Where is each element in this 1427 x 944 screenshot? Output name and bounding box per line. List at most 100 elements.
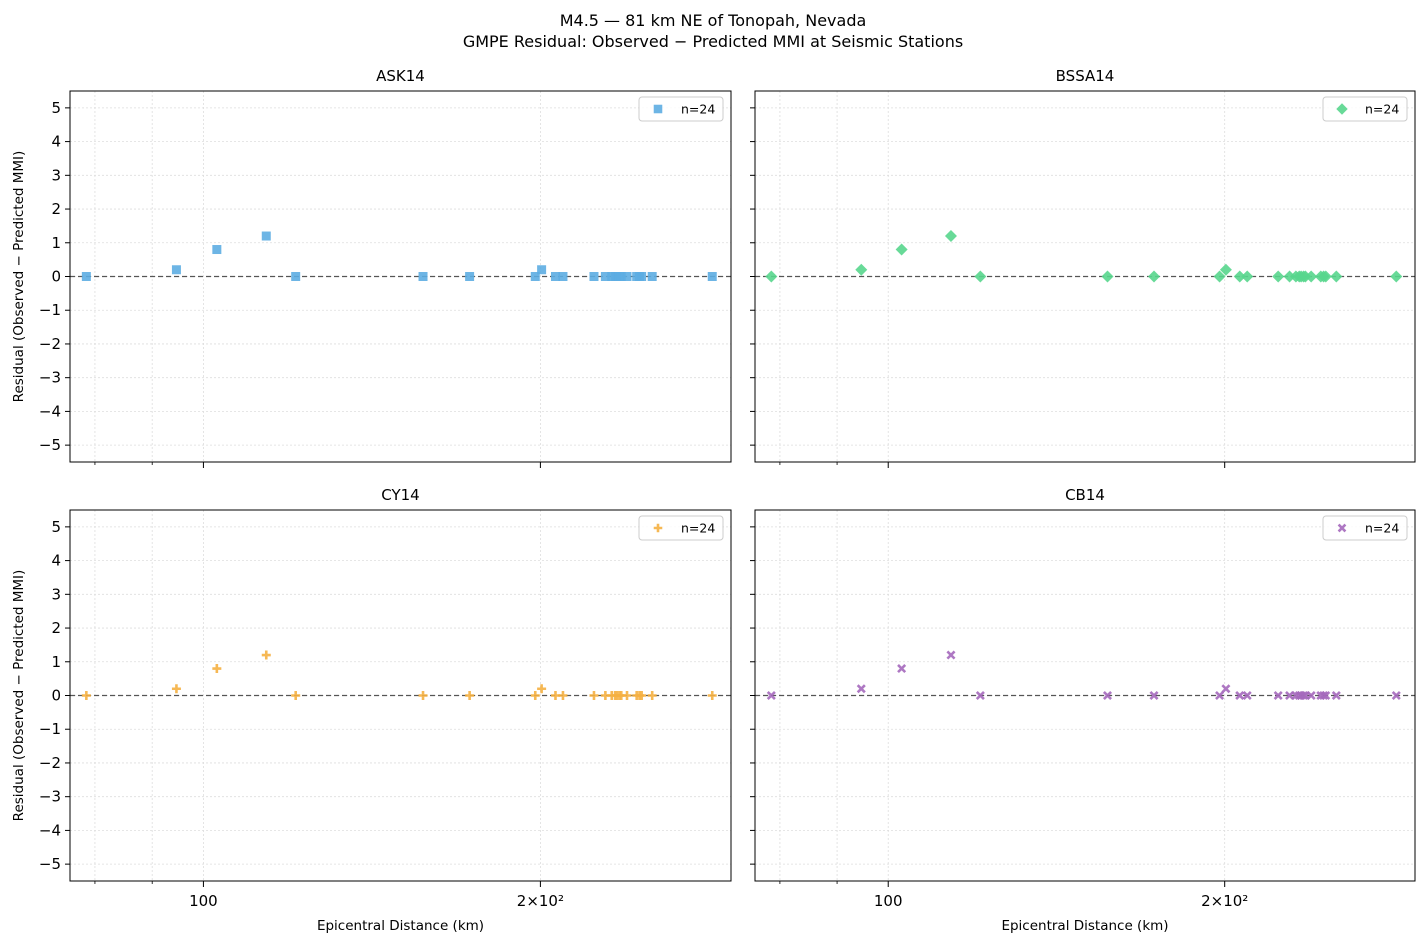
data-point [1305,270,1318,283]
y-tick-label: 5 [51,518,61,536]
data-point [291,691,301,700]
data-point [622,691,632,700]
data-point [1233,270,1246,283]
data-point [1235,690,1245,701]
y-tick-label: −5 [39,855,61,873]
data-point [765,270,778,283]
data-point [637,272,647,281]
y-tick-label: 0 [51,268,61,286]
y-tick-label: −4 [39,821,61,839]
y-tick-label: −4 [39,402,61,420]
data-point [171,684,181,694]
legend-marker [1336,103,1348,115]
data-point [1221,684,1231,694]
panel-title: ASK14 [376,67,425,85]
data-point [637,691,647,700]
legend: n=24 [1322,515,1408,541]
y-tick-label: −5 [39,436,61,454]
y-tick-label: −1 [39,301,61,319]
y-tick-label: 5 [51,99,61,117]
data-point [944,230,957,243]
data-point [1331,690,1341,701]
data-point [212,664,222,674]
y-tick-label: −3 [39,788,61,806]
data-point [1283,270,1296,283]
data-point [1391,690,1401,701]
legend-marker [1337,523,1347,533]
data-point [975,690,985,701]
legend-box [1322,515,1408,541]
y-tick-label: 2 [51,200,61,218]
x-tick-label: 100 [874,892,903,910]
data-point [1319,270,1332,283]
y-tick-label: −2 [39,335,61,353]
data-point [465,691,475,700]
panels: −5 −4 −3 −2 −1 0 1 2 3 4 5 ASK14 Residual (Observed … [11,67,1416,934]
x-axis-label: Epicentral Distance (km) [1001,918,1168,934]
data-point [530,272,540,281]
figure-title-line2: GMPE Residual: Observed − Predicted MMI … [463,32,963,51]
panel-cy14: −5 −4 −3 −2 −1 0 1 2 3 4 5 100 2×10² CY14 Residual (Ob… [11,486,732,934]
data-point [856,684,866,694]
y-tick-label: 4 [51,552,61,570]
data-point [530,691,540,700]
y-tick-label: 1 [51,653,61,671]
data-point [537,265,547,275]
axes-frame [69,90,732,463]
data-point [291,272,301,281]
data-point [418,691,428,700]
data-point [1102,690,1113,701]
legend-label: n=24 [681,521,715,536]
y-tick-label: 3 [51,166,61,184]
data-point [171,265,181,275]
x-tick-label: 2×10² [1201,892,1248,910]
data-point [647,272,657,281]
data-point [1299,690,1309,701]
y-tick-label: −2 [39,754,61,772]
panel-title: CB14 [1065,486,1105,504]
legend-box [1322,96,1408,122]
data-point [897,663,907,674]
data-point [589,272,599,281]
data-point [81,691,91,700]
data-point [1219,263,1232,276]
data-point [622,272,632,281]
data-point [537,684,547,694]
axes-frame [754,509,1416,882]
panel-title: BSSA14 [1056,67,1115,85]
axes-frame [69,509,732,882]
legend-box [638,96,724,122]
x-tick-label: 2×10² [517,892,564,910]
x-axis-label: Epicentral Distance (km) [317,918,484,934]
data-point [616,272,626,281]
data-point [1306,690,1316,701]
legend-marker [653,523,663,533]
legend: n=24 [1322,96,1408,122]
axes-frame [754,90,1416,463]
y-tick-label: 0 [51,687,61,705]
legend-label: n=24 [1365,521,1399,536]
data-point [1330,270,1343,283]
y-tick-label: 3 [51,585,61,603]
y-tick-label: −1 [39,720,61,738]
y-axis-label: Residual (Observed − Predicted MMI) [11,151,27,403]
data-point [418,272,428,281]
data-point [81,272,91,281]
data-point [1241,270,1254,283]
y-tick-label: 1 [51,234,61,252]
data-point [1149,690,1159,701]
data-point [1321,690,1331,701]
data-point [261,231,271,241]
y-tick-label: −3 [39,369,61,387]
data-point [465,272,475,281]
data-point [558,691,568,700]
data-point [647,691,657,700]
legend-label: n=24 [681,102,715,117]
data-point [558,272,568,281]
y-tick-label: 2 [51,619,61,637]
data-point [1215,690,1225,701]
data-point [707,272,717,281]
legend-marker [653,104,663,114]
data-point [766,690,776,701]
